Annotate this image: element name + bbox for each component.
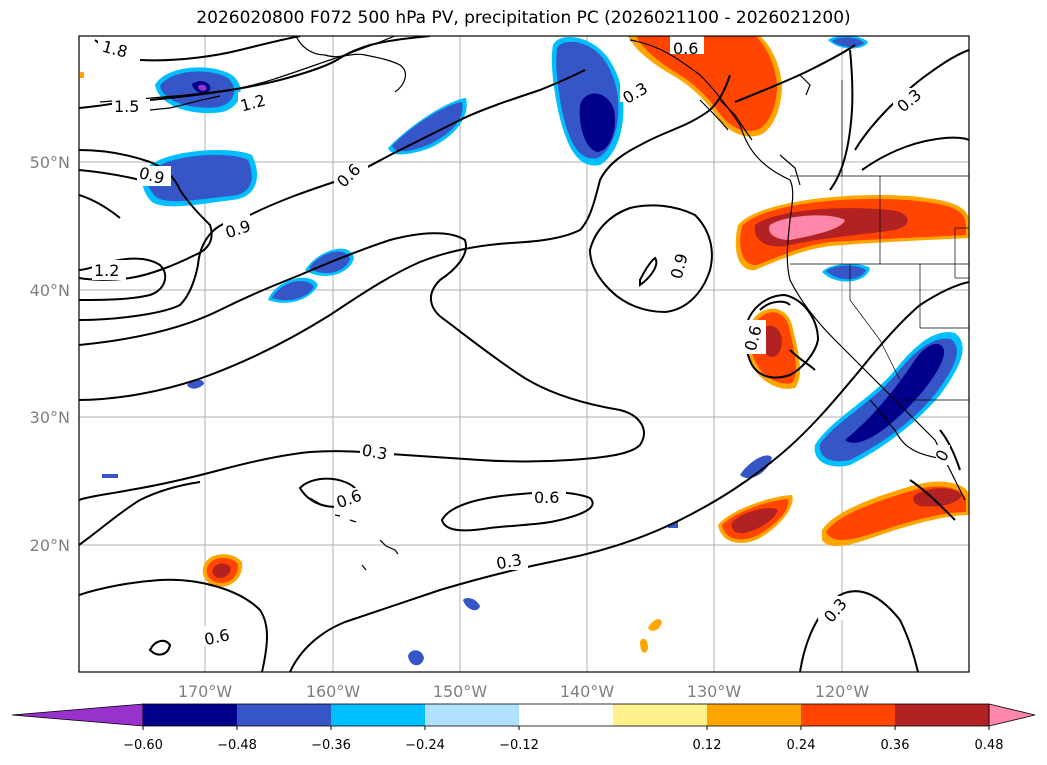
colorbar-tick-label: 0.12 bbox=[693, 738, 722, 753]
lon-label: 120°W bbox=[815, 682, 870, 701]
contour-label: 0.3 bbox=[360, 441, 388, 464]
colorbar-tick-label: −0.12 bbox=[499, 738, 539, 753]
lat-label: 20°N bbox=[30, 536, 70, 555]
colorbar-segment bbox=[707, 704, 802, 726]
colorbar-segment bbox=[237, 704, 332, 726]
colorbar-segment bbox=[425, 704, 520, 726]
colorbar-extend-high bbox=[988, 703, 1036, 727]
lat-label: 30°N bbox=[30, 408, 70, 427]
colorbar-segment bbox=[895, 704, 990, 726]
colorbar-tick-label: −0.48 bbox=[217, 738, 257, 753]
lon-label: 140°W bbox=[560, 682, 615, 701]
colorbar-segment bbox=[801, 704, 896, 726]
axis-labels: 170°W 160°W 150°W 140°W 130°W 120°W 50°N… bbox=[30, 153, 870, 701]
map-frame bbox=[78, 35, 970, 673]
contour-label: 0.6 bbox=[202, 625, 231, 649]
colorbar: −0.60 −0.48 −0.36 −0.24 −0.12 0.12 0.24 0.36 0.4… bbox=[11, 703, 1036, 753]
colorbar-tick-label: −0.24 bbox=[405, 738, 445, 753]
contour-label: 0.3 bbox=[495, 550, 523, 573]
colorbar-extend-low bbox=[11, 703, 144, 727]
lon-label: 150°W bbox=[433, 682, 488, 701]
lon-label: 160°W bbox=[306, 682, 361, 701]
map-title: 2026020800 F072 500 hPa PV, precipitatio… bbox=[196, 8, 851, 28]
colorbar-segment bbox=[519, 704, 614, 726]
colorbar-tick-label: 0.24 bbox=[787, 738, 816, 753]
lat-label: 40°N bbox=[30, 281, 70, 300]
colorbar-frame bbox=[142, 703, 990, 727]
colorbar-segment bbox=[613, 704, 708, 726]
negative-precip-areas bbox=[102, 36, 963, 666]
colorbar-segment bbox=[331, 704, 426, 726]
contour-label: 0.6 bbox=[534, 488, 559, 507]
contour-label: 0.6 bbox=[673, 39, 698, 58]
contour-label: 1.5 bbox=[114, 97, 139, 116]
colorbar-tick-label: 0.48 bbox=[975, 738, 1004, 753]
lat-label: 50°N bbox=[30, 153, 70, 172]
colorbar-tick-label: −0.36 bbox=[311, 738, 351, 753]
contour-label: 1.2 bbox=[94, 261, 119, 280]
colorbar-tick-label: −0.60 bbox=[123, 738, 163, 753]
lon-label: 130°W bbox=[687, 682, 742, 701]
colorbar-tick-label: 0.36 bbox=[881, 738, 910, 753]
colorbar-segment bbox=[143, 704, 238, 726]
map-panel: 1.8 1.5 1.2 0.9 0.9 0.6 1.2 0.6 0.3 0.3 … bbox=[79, 36, 969, 672]
positive-precip-areas bbox=[80, 36, 969, 653]
lon-label: 170°W bbox=[178, 682, 233, 701]
borders bbox=[790, 80, 969, 401]
